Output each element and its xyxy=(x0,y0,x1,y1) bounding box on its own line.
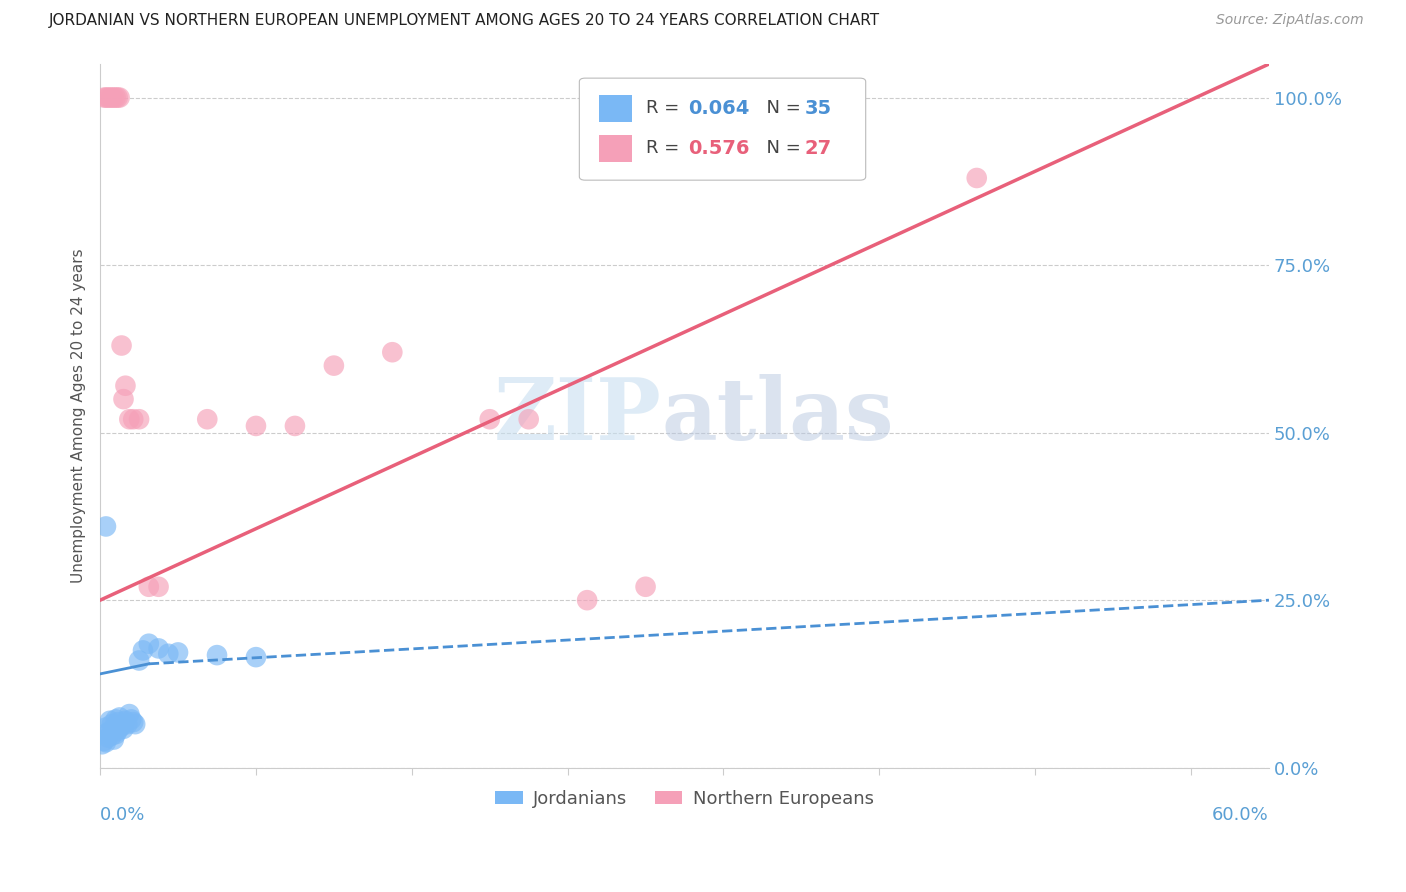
Point xyxy=(104,90,127,104)
Point xyxy=(98,90,121,104)
Point xyxy=(478,412,501,426)
Point xyxy=(97,731,120,745)
Point xyxy=(110,338,132,352)
Point xyxy=(94,90,117,104)
Point xyxy=(107,90,129,104)
Text: N =: N = xyxy=(755,139,806,158)
Point xyxy=(245,419,267,434)
Point xyxy=(322,359,344,373)
Point xyxy=(112,392,135,406)
Point xyxy=(118,707,141,722)
Point xyxy=(117,717,139,731)
Point xyxy=(103,90,125,104)
Text: R =: R = xyxy=(645,139,685,158)
Point xyxy=(128,653,150,667)
Point xyxy=(148,580,170,594)
Text: 0.576: 0.576 xyxy=(688,139,749,158)
Text: Source: ZipAtlas.com: Source: ZipAtlas.com xyxy=(1216,13,1364,28)
Point xyxy=(138,637,160,651)
Point xyxy=(101,90,124,104)
Point xyxy=(104,713,127,727)
Point xyxy=(107,723,129,738)
Point xyxy=(108,721,131,735)
Point xyxy=(284,419,307,434)
FancyBboxPatch shape xyxy=(599,135,631,161)
Point xyxy=(122,715,145,730)
Y-axis label: Unemployment Among Ages 20 to 24 years: Unemployment Among Ages 20 to 24 years xyxy=(72,249,86,583)
Point xyxy=(112,722,135,736)
Point xyxy=(94,519,117,533)
Point xyxy=(245,650,267,665)
Text: R =: R = xyxy=(645,99,685,118)
Point xyxy=(98,723,121,738)
Point xyxy=(103,732,125,747)
Point xyxy=(167,645,190,659)
Text: 0.064: 0.064 xyxy=(688,99,749,118)
Point xyxy=(576,593,599,607)
Point xyxy=(205,648,228,662)
Point xyxy=(966,171,988,186)
Point xyxy=(94,721,117,735)
Point xyxy=(138,580,160,594)
Point xyxy=(114,378,136,392)
Point xyxy=(91,737,114,751)
Point xyxy=(381,345,404,359)
Point xyxy=(101,717,124,731)
Point xyxy=(93,734,115,748)
Text: atlas: atlas xyxy=(661,374,894,458)
Point xyxy=(128,412,150,426)
Point xyxy=(108,90,131,104)
Point xyxy=(93,727,115,741)
Point xyxy=(517,412,540,426)
Text: 27: 27 xyxy=(804,139,832,158)
Text: JORDANIAN VS NORTHERN EUROPEAN UNEMPLOYMENT AMONG AGES 20 TO 24 YEARS CORRELATIO: JORDANIAN VS NORTHERN EUROPEAN UNEMPLOYM… xyxy=(49,13,880,29)
Text: 0.0%: 0.0% xyxy=(100,806,145,824)
Point xyxy=(634,580,657,594)
Point xyxy=(110,719,132,733)
Point xyxy=(122,412,145,426)
Text: N =: N = xyxy=(755,99,806,118)
Point xyxy=(101,729,124,743)
Text: ZIP: ZIP xyxy=(494,374,661,458)
Point xyxy=(98,714,121,728)
Legend: Jordanians, Northern Europeans: Jordanians, Northern Europeans xyxy=(488,782,880,815)
Point xyxy=(114,714,136,728)
Point xyxy=(124,717,146,731)
FancyBboxPatch shape xyxy=(599,95,631,122)
Point xyxy=(132,643,155,657)
Point xyxy=(97,90,120,104)
Point xyxy=(94,735,117,749)
Point xyxy=(118,412,141,426)
FancyBboxPatch shape xyxy=(579,78,866,180)
Point xyxy=(108,710,131,724)
Point xyxy=(103,722,125,736)
Point xyxy=(104,727,127,741)
Point xyxy=(195,412,218,426)
Point xyxy=(93,90,115,104)
Point xyxy=(120,713,142,727)
Text: 35: 35 xyxy=(804,99,832,118)
Point xyxy=(157,647,180,661)
Point xyxy=(107,715,129,730)
Text: 60.0%: 60.0% xyxy=(1212,806,1270,824)
Point xyxy=(148,641,170,656)
